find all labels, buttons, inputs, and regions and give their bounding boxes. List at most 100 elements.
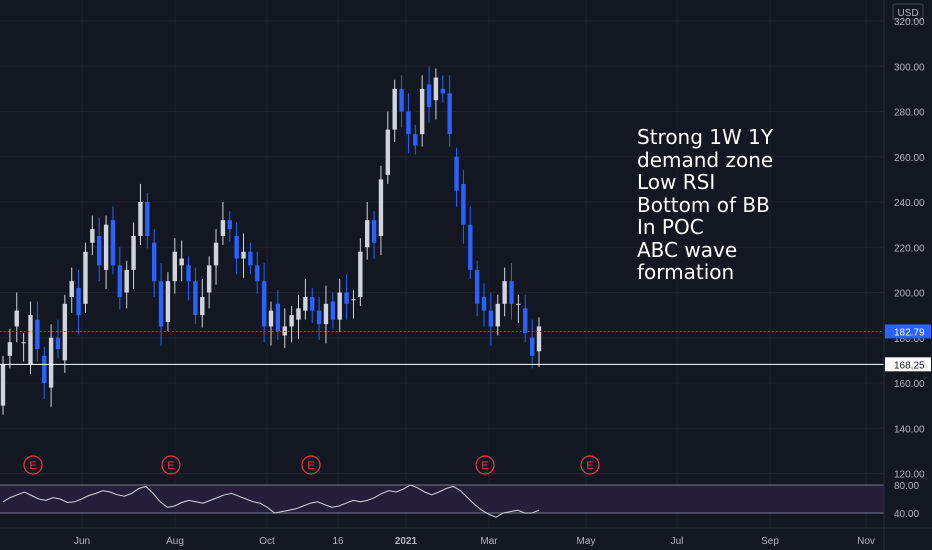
candle <box>62 294 68 373</box>
svg-text:182.79: 182.79 <box>894 327 925 338</box>
time-tick-label: Jul <box>671 536 684 547</box>
time-tick-label: 16 <box>332 536 344 547</box>
candle <box>502 267 507 317</box>
price-tick-label: 140.00 <box>894 424 925 435</box>
price-tick-label: 300.00 <box>894 62 925 73</box>
annotation-line: formation <box>637 260 735 284</box>
annotation-line: ABC wave <box>637 237 738 262</box>
candle <box>461 170 466 244</box>
candle <box>289 306 294 343</box>
annotation-line: In POC <box>637 215 704 239</box>
candle <box>454 147 459 207</box>
rsi-pane <box>0 484 932 518</box>
price-tick-label: 240.00 <box>894 198 925 209</box>
annotation-line: Low RSI <box>637 170 716 194</box>
price-tick-label: 260.00 <box>894 153 925 164</box>
support-badge: 168.25 <box>885 357 931 372</box>
candle <box>358 238 363 307</box>
candle <box>296 294 301 339</box>
price-tick-label: 320.00 <box>894 17 925 28</box>
candle <box>399 75 404 128</box>
candle <box>76 269 81 335</box>
svg-text:168.25: 168.25 <box>894 360 925 371</box>
candle <box>145 192 150 249</box>
price-tick-label: 160.00 <box>894 379 925 390</box>
earnings-marker[interactable]: E <box>161 455 181 475</box>
candle <box>275 290 281 341</box>
earnings-marker-label: E <box>29 460 36 472</box>
time-tick-label: Sep <box>761 536 779 547</box>
candle <box>7 328 13 369</box>
candle <box>516 294 521 324</box>
candle <box>124 260 129 309</box>
candle <box>523 294 528 343</box>
candle <box>151 229 157 298</box>
candle <box>392 79 397 143</box>
candle <box>385 111 391 184</box>
candle <box>186 256 191 301</box>
last-price-badge: 182.79 <box>885 324 931 339</box>
earnings-marker[interactable]: E <box>580 455 600 475</box>
time-tick-label: Aug <box>166 536 184 547</box>
rsi-band <box>0 485 884 513</box>
candle <box>83 242 88 313</box>
earnings-marker-label: E <box>167 460 174 472</box>
candle <box>413 125 418 155</box>
time-tick-label: Oct <box>259 536 275 547</box>
candle <box>268 301 274 346</box>
candle <box>419 75 425 147</box>
annotation-line: Bottom of BB <box>637 192 770 217</box>
earnings-marker-label: E <box>586 460 593 472</box>
earnings-marker-label: E <box>307 460 314 472</box>
candle <box>344 274 349 320</box>
candle <box>337 278 342 333</box>
earnings-marker[interactable]: E <box>475 455 495 475</box>
candle <box>206 256 212 309</box>
candle <box>213 229 219 285</box>
earnings-marker-label: E <box>481 460 488 472</box>
rsi-line <box>2 484 540 518</box>
candle <box>241 233 246 278</box>
candle <box>14 292 19 343</box>
time-axis[interactable]: Jun Aug Oct 16 2021 Mar May Jul Sep Nov <box>0 527 932 547</box>
annotation-line: Strong 1W 1Y <box>637 125 774 149</box>
candle <box>426 66 432 123</box>
candle <box>200 278 205 328</box>
candle <box>227 211 232 242</box>
candle <box>165 272 171 331</box>
currency-label: USD <box>892 3 924 21</box>
time-tick-label: 2021 <box>395 536 418 547</box>
candle <box>351 290 356 319</box>
candle <box>406 93 411 154</box>
candle <box>488 292 494 346</box>
price-tick-label: 220.00 <box>894 243 925 254</box>
annotation-line: demand zone <box>637 147 774 172</box>
candle <box>495 294 500 336</box>
candle <box>172 238 177 294</box>
price-tick-label: 200.00 <box>894 289 925 300</box>
candle <box>323 285 329 344</box>
earnings-marker[interactable]: E <box>23 455 43 475</box>
candle <box>474 260 480 317</box>
candle <box>248 242 253 275</box>
candle <box>28 301 33 374</box>
price-tick-label: 120.00 <box>894 470 925 481</box>
candle <box>330 292 336 329</box>
price-axis[interactable]: USD 120.00 140.00 160.00 180.00 200.00 220.00 2… <box>883 0 932 550</box>
candle <box>90 215 95 256</box>
candle <box>193 267 198 325</box>
candle <box>529 319 535 369</box>
earnings-marker[interactable]: E <box>301 455 321 475</box>
candle <box>48 324 54 407</box>
candle <box>536 317 542 368</box>
candle <box>433 68 439 120</box>
time-tick-label: Nov <box>857 536 875 547</box>
candle <box>117 247 123 310</box>
candle <box>303 278 308 320</box>
candle <box>447 75 452 147</box>
candle <box>42 346 47 399</box>
time-tick-label: Jun <box>74 536 90 547</box>
